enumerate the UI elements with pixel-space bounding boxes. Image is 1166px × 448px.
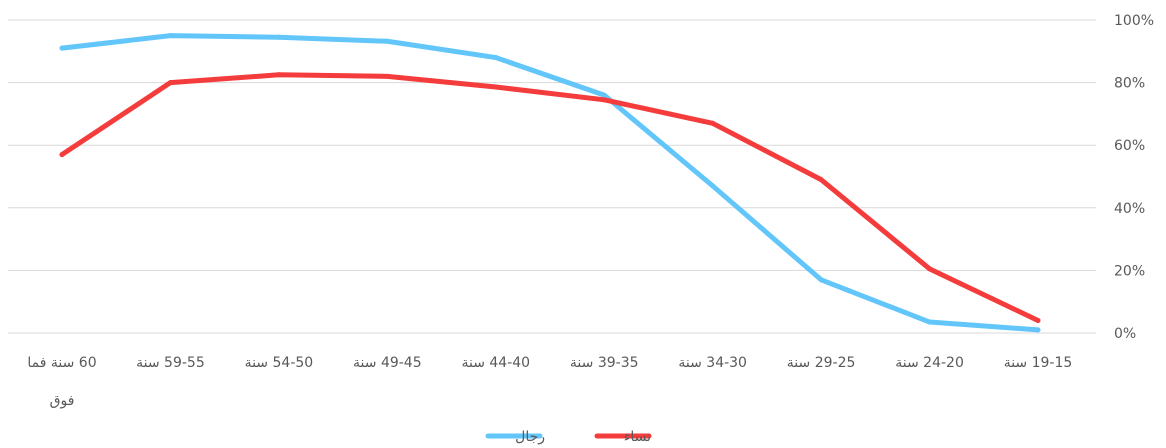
y-tick-label: 60% [1114,138,1145,154]
series-line-0 [59,33,1041,333]
data-point [927,266,933,272]
legend: رجال نساء [485,429,652,445]
data-point [59,45,65,51]
x-tick-label: 60 سنة فما فوق [27,355,96,409]
y-axis-ticks: 0% 20% 40% 60% 80% 100% [1114,13,1154,342]
data-point [384,73,390,79]
data-point [601,92,607,98]
x-tick-label: 49-45 سنة [353,355,422,371]
data-point [276,34,282,40]
x-tick-label: 54-50 سنة [245,355,314,371]
data-point [818,177,824,183]
data-point [601,97,607,103]
x-tick-label: 39-35 سنة [570,355,639,371]
x-tick-label: 34-30 سنة [678,355,747,371]
data-point [493,84,499,90]
gridlines [8,19,1096,334]
y-tick-label: 80% [1114,76,1145,92]
y-tick-label: 100% [1114,13,1154,29]
x-tick-label: 44-40 سنة [461,355,530,371]
series-lines [59,33,1041,333]
y-tick-label: 20% [1114,263,1145,279]
x-tick-label: 29-25 سنة [787,355,856,371]
x-axis-ticks: 60 سنة فما فوق 59-55 سنة 54-50 سنة 49-45 سنة… [27,355,1072,409]
data-point [818,277,824,283]
x-tick-label: 59-55 سنة [136,355,205,371]
series-line-1 [59,72,1041,323]
data-point [493,55,499,61]
data-point [384,38,390,44]
data-point [276,72,282,78]
data-point [167,33,173,39]
legend-label: رجال [515,429,545,445]
x-tick-label: 24-20 سنة [895,355,964,371]
data-point [1035,317,1041,323]
data-point [927,319,933,325]
y-tick-label: 0% [1114,326,1136,342]
data-point [59,152,65,158]
data-point [167,80,173,86]
legend-label: نساء [624,429,651,445]
data-point [710,183,716,189]
y-tick-label: 40% [1114,201,1145,217]
x-tick-label: 19-15 سنة [1004,355,1073,371]
data-point [710,120,716,126]
data-point [1035,327,1041,333]
